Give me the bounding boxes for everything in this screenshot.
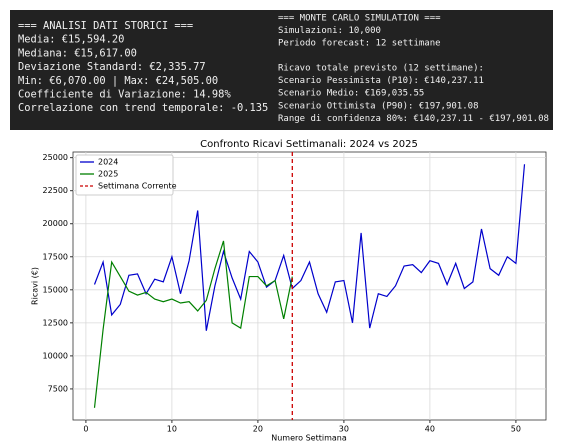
- chart-title: Confronto Ricavi Settimanali: 2024 vs 20…: [200, 139, 418, 150]
- stat-line: Deviazione Standard: €2,335.77: [18, 61, 206, 73]
- sim-line: Simulazioni: 10,000: [278, 26, 381, 36]
- y-tick-label: 10000: [43, 351, 68, 360]
- stats-panel: [10, 10, 553, 130]
- legend-label: 2025: [98, 170, 118, 179]
- stat-line: Min: €6,070.00 | Max: €24,505.00: [18, 75, 218, 87]
- sim-line: Periodo forecast: 12 settimane: [278, 39, 441, 49]
- forecast-line: Scenario Ottimista (P90): €197,901.08: [278, 101, 478, 111]
- x-axis-label: Numero Settimana: [271, 434, 347, 443]
- legend-box: [75, 154, 174, 196]
- stat-line: Media: €15,594.20: [18, 34, 124, 46]
- y-tick-label: 25000: [43, 153, 68, 162]
- stat-line: Mediana: €15,617.00: [18, 47, 137, 59]
- stat-line: Correlazione con trend temporale: -0.135: [18, 102, 268, 114]
- forecast-line: Scenario Pessimista (P10): €140,237.11: [278, 76, 484, 86]
- y-tick-label: 17500: [43, 252, 68, 261]
- y-tick-label: 15000: [43, 285, 68, 294]
- forecast-line: Ricavo totale previsto (12 settimane):: [278, 64, 484, 74]
- forecast-line: Range di confidenza 80%: €140,237.11 - €…: [278, 114, 549, 124]
- x-tick-label: 40: [425, 425, 435, 434]
- x-tick-label: 10: [167, 425, 177, 434]
- y-tick-label: 20000: [43, 219, 68, 228]
- stat-line: Coefficiente di Variazione: 14.98%: [18, 89, 231, 101]
- y-axis-label: Ricavi (€): [31, 267, 40, 305]
- x-tick-label: 50: [511, 425, 521, 434]
- stat-line: === ANALISI DATI STORICI ===: [18, 20, 193, 32]
- legend-label: Settimana Corrente: [98, 182, 177, 191]
- forecast-line: Scenario Medio: €169,035.55: [278, 89, 424, 99]
- y-tick-label: 22500: [43, 186, 68, 195]
- y-tick-label: 12500: [43, 318, 68, 327]
- x-tick-label: 0: [83, 425, 88, 434]
- legend-label: 2024: [98, 158, 118, 167]
- series-line: [93, 164, 526, 331]
- series-line: [93, 240, 293, 408]
- y-tick-label: 7500: [48, 384, 68, 393]
- sim-line: === MONTE CARLO SIMULATION ===: [278, 14, 441, 24]
- x-tick-label: 30: [339, 425, 349, 434]
- x-tick-label: 20: [253, 425, 263, 434]
